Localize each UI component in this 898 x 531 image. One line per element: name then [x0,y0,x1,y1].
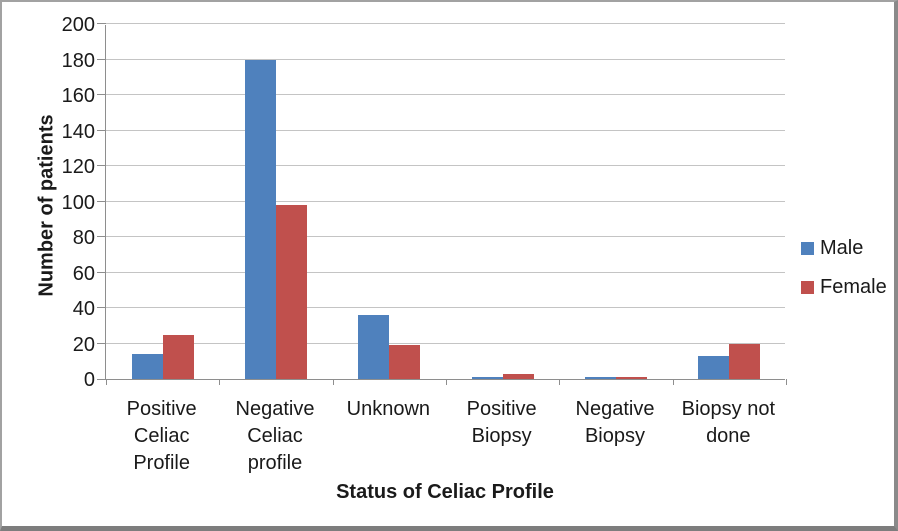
gridline [106,94,785,95]
y-axis-tick-label: 160 [61,85,95,107]
x-axis-title: Status of Celiac Profile [336,481,554,503]
x-axis-tick-mark [106,379,107,385]
y-axis-tick-label: 0 [83,369,95,391]
male-bar [132,354,163,379]
female-bar [729,343,760,379]
y-axis-tick-label: 100 [61,191,95,214]
y-axis-tick-mark [97,94,106,95]
male-bar [585,377,616,379]
x-axis-category-label: Positive Celiac Profile [126,398,197,474]
plot-area [97,23,787,385]
legend: Male Female [801,236,887,299]
gridline [106,129,785,131]
x-axis-tick-mark [333,379,334,385]
y-axis-tick-mark [97,379,106,380]
gridline [106,342,785,344]
y-axis-tick-mark [97,271,106,273]
y-axis-tick-label: 120 [61,156,95,178]
y-axis-tick-mark [97,129,106,131]
legend-item-female: Female [801,275,887,299]
legend-label: Male [820,237,864,259]
x-axis-tick-mark [559,379,560,385]
female-bar [389,345,420,379]
x-axis-category-label: Negative Celiac profile [235,398,315,474]
y-axis-tick-label: 60 [72,262,95,285]
gridline [106,58,785,60]
y-axis-tick-mark [97,236,106,237]
female-bar [503,373,534,379]
y-axis-tick-label: 20 [72,333,95,356]
y-axis-tick-label: 180 [61,49,95,72]
gridline [106,165,785,166]
female-bar [276,205,307,379]
legend-swatch-icon [801,280,814,294]
gridline [106,200,785,202]
x-axis-tick-mark [786,379,787,385]
x-axis-category-label: Negative Biopsy [575,398,655,447]
y-axis-tick-mark [97,200,106,202]
gridline [106,271,785,273]
female-bar [163,334,194,379]
male-bar [472,377,503,379]
x-axis-category-label: Unknown [346,398,431,420]
gridline [106,236,785,237]
x-axis-tick-mark [219,379,220,385]
legend-label: Female [820,276,887,298]
y-axis-tick-label: 40 [72,298,95,320]
y-axis-tick-mark [97,23,106,24]
y-axis-tick-mark [97,165,106,166]
x-axis-tick-mark [446,379,447,385]
male-bar [358,315,389,379]
male-bar [245,59,276,379]
x-axis-category-label: Biopsy not done [681,398,776,447]
y-axis-tick-label: 140 [61,120,95,143]
y-axis-tick-label: 200 [61,14,95,36]
y-axis-tick-mark [97,307,106,308]
x-axis-tick-mark [673,379,674,385]
y-axis-tick-mark [97,342,106,344]
female-bar [616,377,647,379]
x-axis-category-label: Positive Biopsy [466,398,537,447]
gridline [106,23,785,24]
legend-item-male: Male [801,236,887,260]
y-axis-tick-mark [97,58,106,60]
gridline [106,307,785,308]
y-axis-tick-label: 80 [72,227,95,249]
male-bar [698,355,729,379]
legend-swatch-icon [801,241,814,255]
